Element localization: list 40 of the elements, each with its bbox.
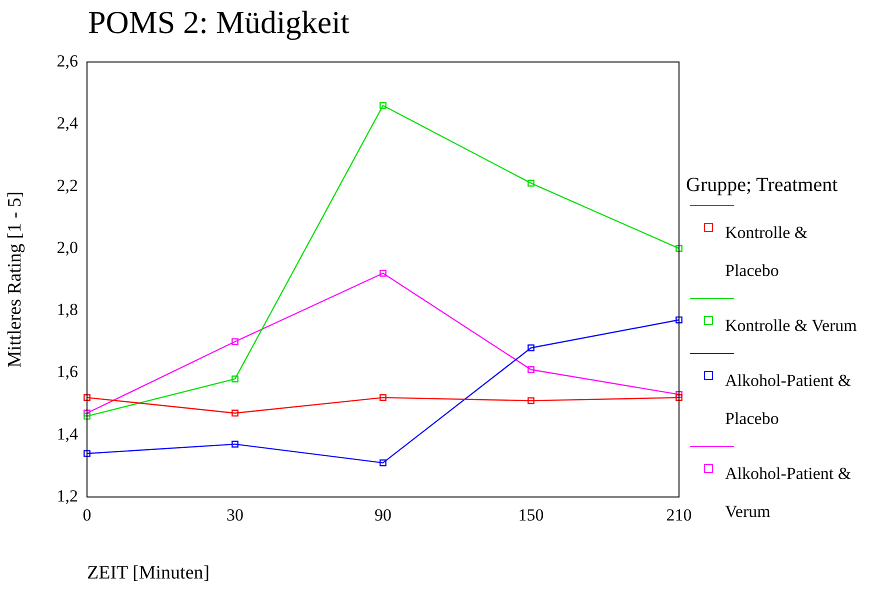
point	[232, 376, 238, 382]
x-tick-label: 150	[518, 506, 544, 525]
legend-label: Alkohol-Patient & Placebo	[724, 370, 852, 430]
x-tick-label: 90	[374, 506, 392, 525]
point	[84, 394, 90, 401]
x-axis-title: ZEIT [Minuten]	[87, 562, 210, 584]
y-tick-label: 1,4	[56, 424, 78, 444]
point	[676, 391, 682, 398]
point	[676, 245, 682, 252]
legend-label: Alkohol-Patient & Verum	[724, 463, 852, 523]
point	[232, 410, 238, 417]
point	[380, 270, 386, 277]
x-tick-label: 30	[226, 506, 244, 525]
point	[232, 338, 238, 346]
point	[676, 316, 682, 324]
point	[84, 412, 90, 420]
legend-label: Kontrolle & Verum	[724, 315, 858, 337]
point	[676, 394, 682, 401]
y-tick-label: 2,0	[56, 238, 78, 257]
y-tick-label: 2,6	[56, 51, 78, 70]
point	[380, 459, 386, 466]
y-axis-title: Mittleres Rating [1 - 5]	[4, 191, 26, 368]
y-tick-label: 1,6	[56, 362, 78, 382]
point	[232, 440, 238, 448]
point	[84, 450, 90, 457]
y-tick-label: 2,2	[56, 176, 78, 195]
legend-label: Kontrolle & Placebo	[724, 222, 809, 282]
point	[380, 394, 386, 401]
chart-title: POMS 2: Müdigkeit	[88, 4, 350, 41]
point	[528, 397, 534, 404]
y-tick-label: 1,8	[56, 300, 78, 320]
point	[528, 344, 534, 352]
x-tick-label: 0	[82, 506, 92, 525]
y-tick-label: 1,2	[56, 486, 78, 506]
legend-title: Gruppe; Treatment	[686, 174, 839, 197]
point	[380, 102, 386, 109]
x-tick-label: 210	[666, 506, 692, 525]
point	[528, 180, 534, 187]
point	[528, 366, 534, 374]
y-tick-label: 2,4	[56, 114, 78, 133]
